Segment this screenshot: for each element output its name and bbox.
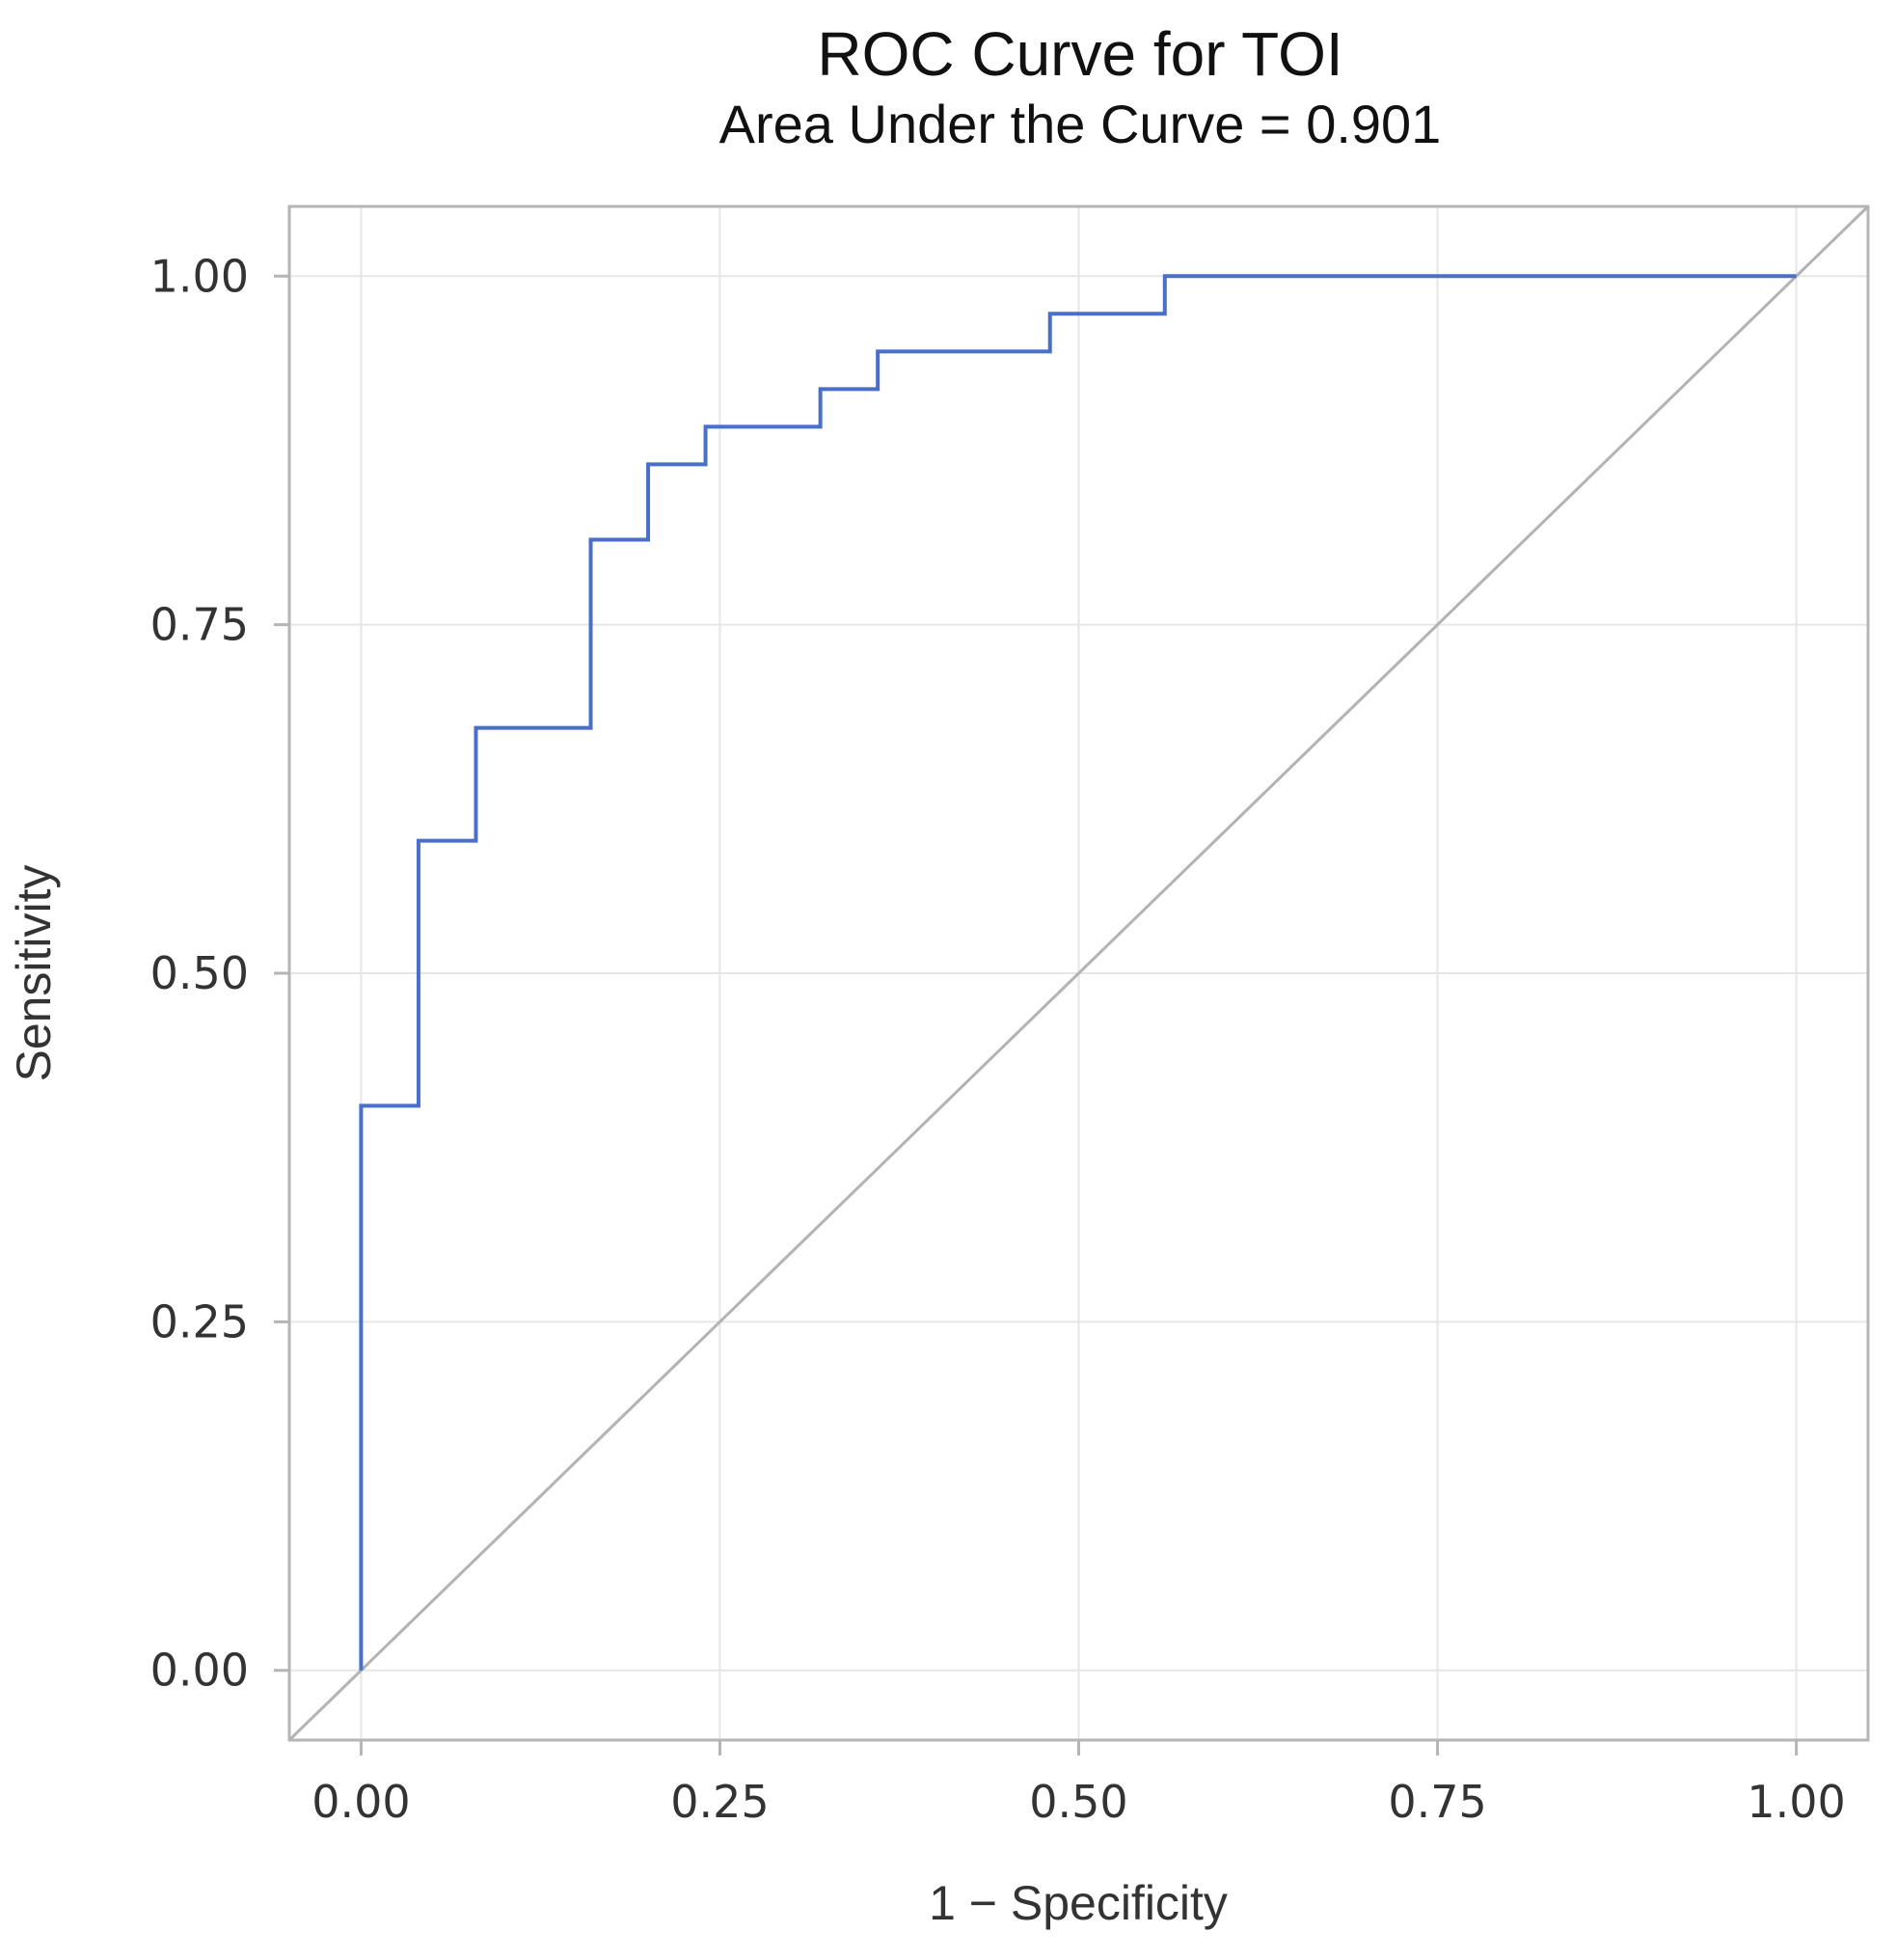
x-tick-label-0: 0.00 [312,1776,410,1828]
y-tick-label-3: 0.75 [150,599,249,651]
y-tick-label-2: 0.50 [150,947,249,999]
y-axis-ticks: 0.00 0.25 0.50 0.75 1.00 [150,250,289,1697]
y-tick-label-4: 1.00 [150,250,249,302]
x-tick-label-2: 0.50 [1029,1776,1127,1828]
roc-series-layer [359,274,1797,1671]
y-tick-label-1: 0.25 [150,1295,249,1348]
x-axis-label: 1 − Specificity [929,1876,1228,1930]
chart-subtitle: Area Under the Curve = 0.901 [719,94,1442,154]
x-tick-label-3: 0.75 [1388,1776,1486,1828]
x-tick-label-4: 1.00 [1747,1776,1845,1828]
x-tick-label-1: 0.25 [670,1776,769,1828]
reference-diagonal-line [287,204,1870,1742]
chart-title: ROC Curve for TOI [817,19,1342,89]
y-axis-label: Sensitivity [7,864,61,1081]
reference-line-layer [287,204,1870,1742]
roc-curve-line [359,274,1797,1671]
y-tick-label-0: 0.00 [150,1645,249,1697]
x-axis-ticks: 0.00 0.25 0.50 0.75 1.00 [312,1740,1846,1828]
